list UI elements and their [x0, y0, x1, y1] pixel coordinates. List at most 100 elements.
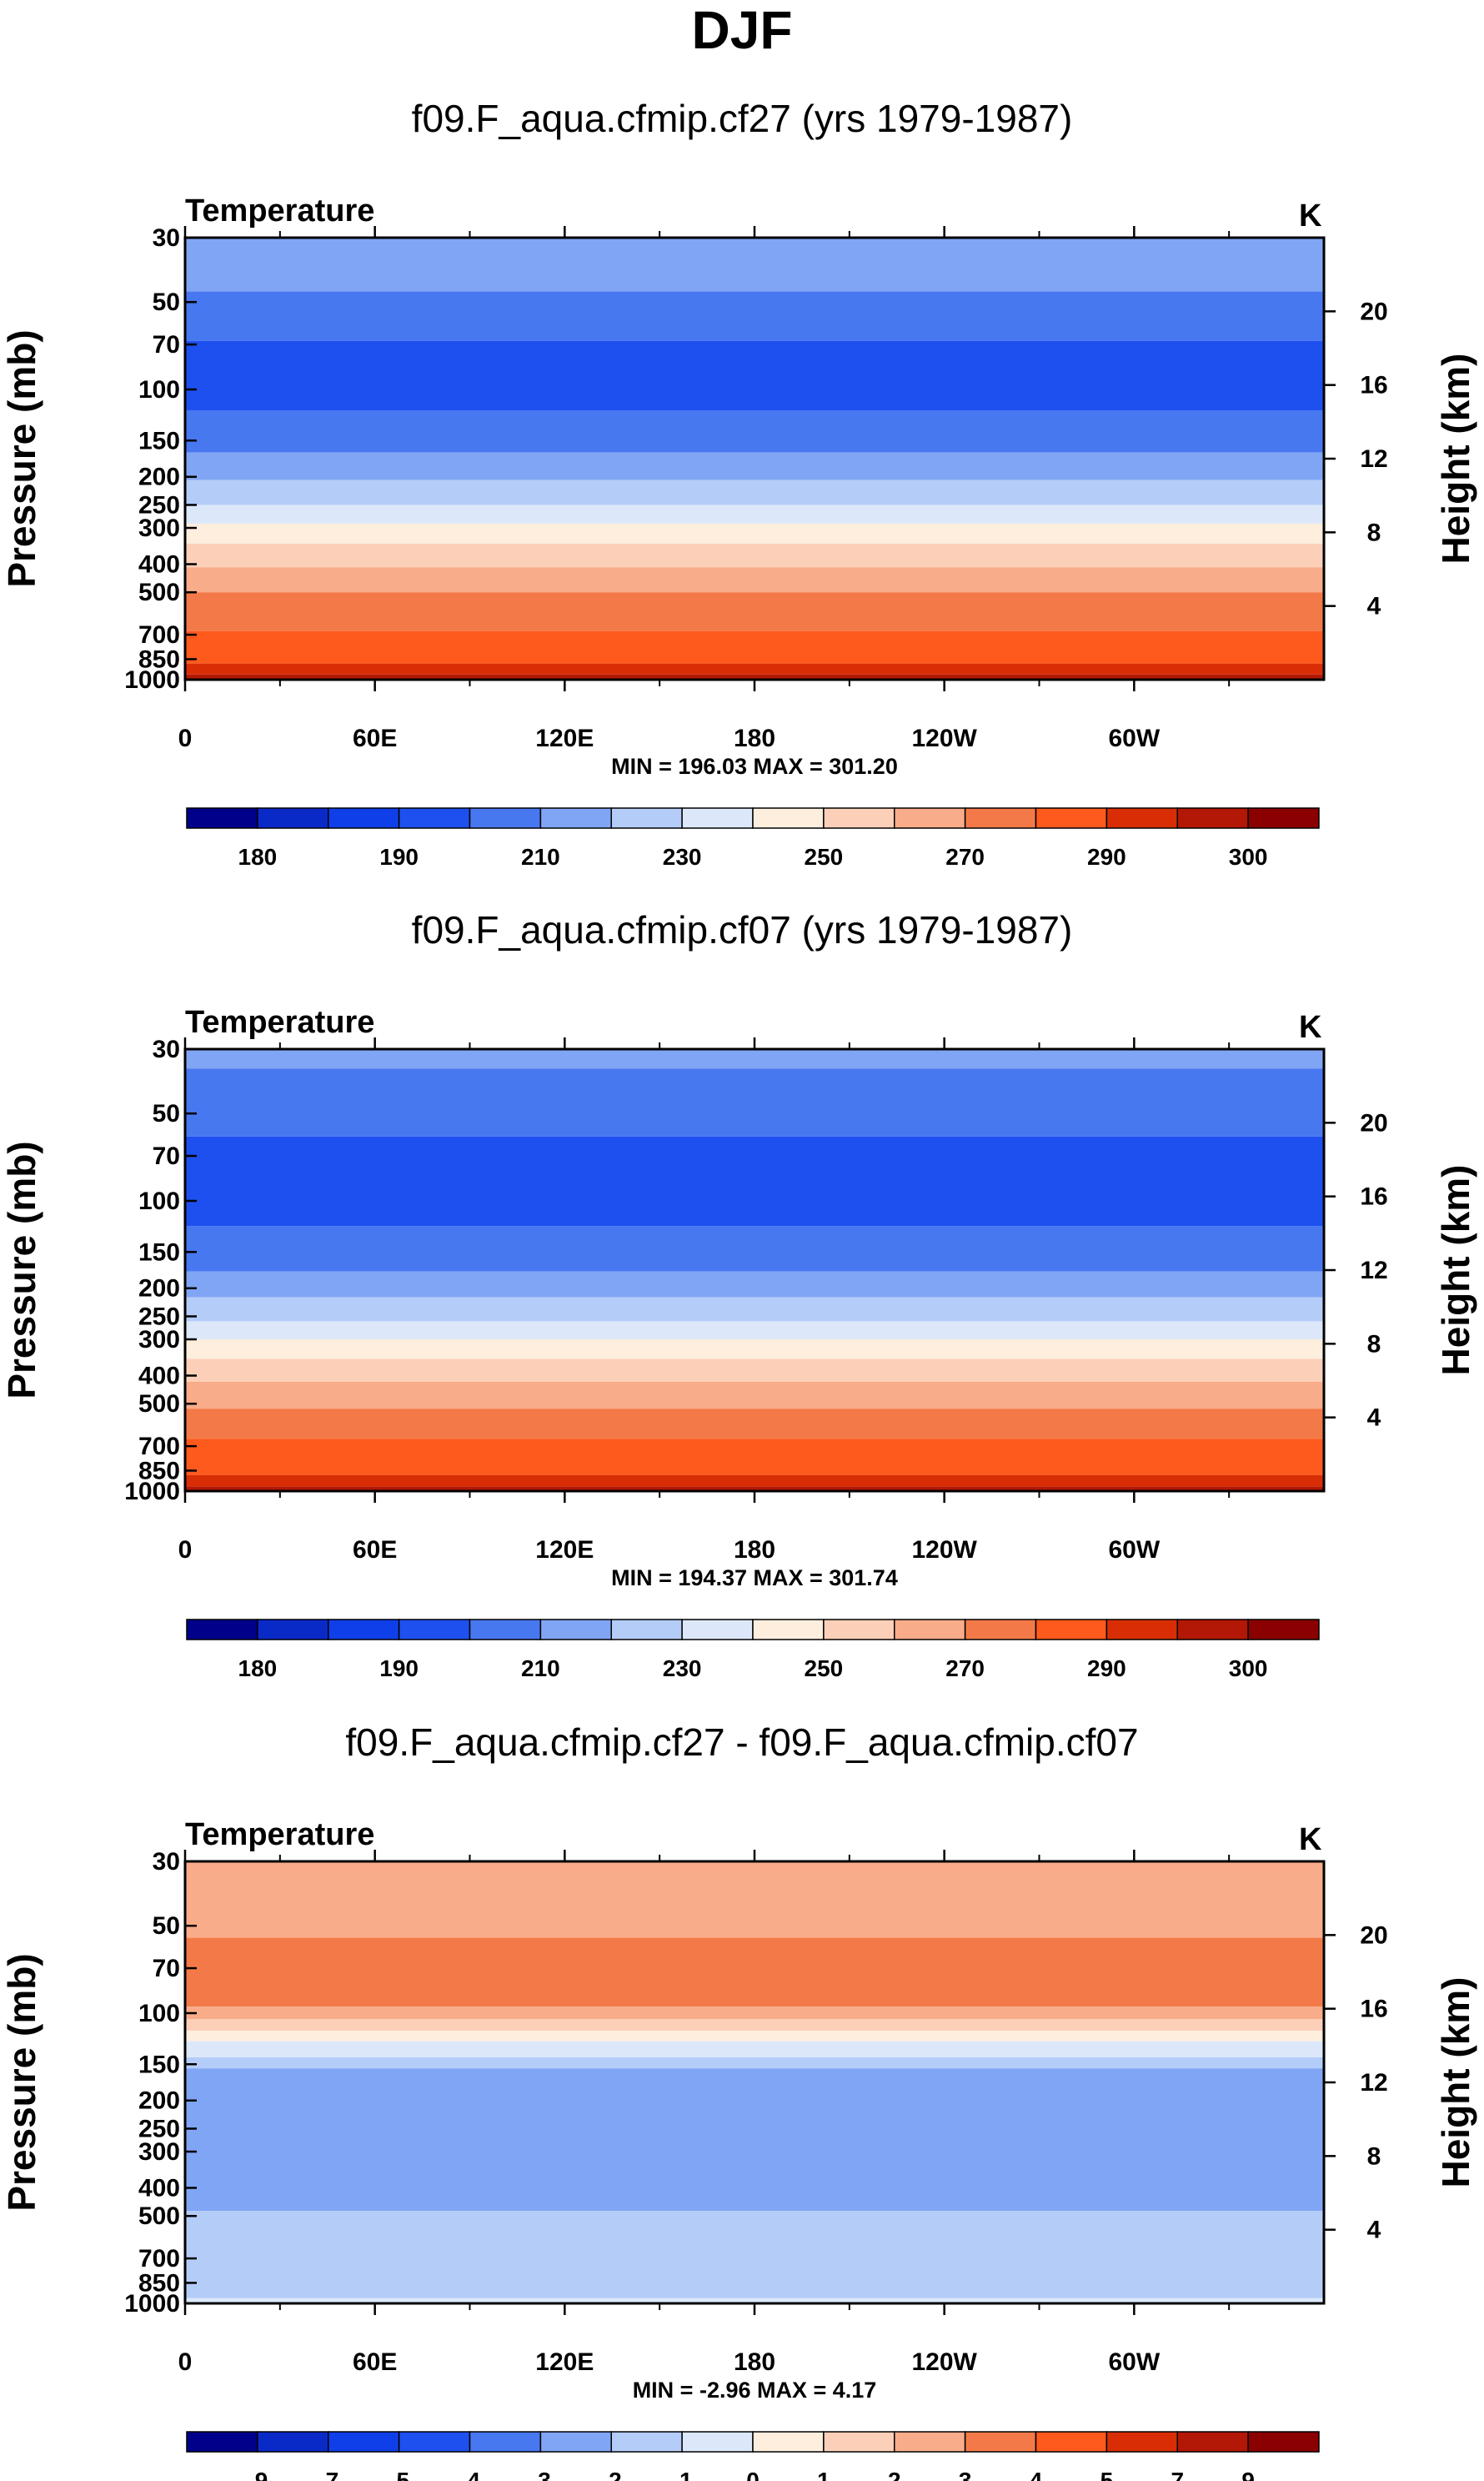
colorbar-label: 250 [805, 1655, 844, 1681]
y-tick-label: 700 [138, 1433, 180, 1460]
x-tick-label: 180 [734, 1536, 775, 1564]
colorbar-box [1105, 2431, 1178, 2453]
y2-tick-label: 8 [1367, 519, 1381, 546]
contour-band [185, 674, 1324, 680]
contour-band [185, 1068, 1324, 1137]
colorbar-label: 9 [1241, 2468, 1255, 2481]
y2-tick-label: 20 [1360, 1921, 1387, 1949]
y-tick-label: 70 [153, 331, 180, 359]
colorbar-label: 270 [945, 1655, 985, 1681]
y-axis-title: Pressure (mb) [0, 329, 43, 587]
x-tick-label: 0 [178, 2348, 193, 2376]
y-axis-title: Pressure (mb) [0, 1953, 43, 2211]
panel-title: f09.F_aqua.cfmip.cf27 (yrs 1979-1987) [412, 97, 1073, 140]
contour-band [185, 1136, 1324, 1227]
colorbar-label: 5 [1100, 2468, 1114, 2481]
colorbar-box [398, 1619, 471, 1640]
x-tick-label: 120E [535, 2348, 594, 2376]
x-tick-label: 120W [911, 725, 977, 752]
y2-tick-label: 20 [1360, 1109, 1387, 1137]
x-tick-label: 0 [178, 1536, 193, 1564]
y-tick-label: 150 [138, 1238, 180, 1266]
x-tick-label: 60W [1108, 1536, 1160, 1564]
colorbar-box [681, 1619, 754, 1640]
colorbar-label: 180 [238, 1655, 278, 1681]
y2-tick-label: 12 [1360, 445, 1387, 473]
contour-band [185, 2006, 1324, 2020]
colorbar-box [1176, 2431, 1249, 2453]
colorbar-label: 7 [1171, 2468, 1184, 2481]
colorbar-label: 0 [746, 2468, 760, 2481]
colorbar-box [1176, 807, 1249, 829]
contour-band [185, 1321, 1324, 1340]
units-label: K [1299, 1822, 1322, 1857]
contour-band [185, 2298, 1324, 2303]
x-tick-label: 0 [178, 725, 193, 752]
x-tick-label: 60E [353, 725, 397, 752]
colorbar-box [539, 807, 612, 829]
colorbar-box [469, 807, 542, 829]
contour-band [185, 1381, 1324, 1409]
y-tick-label: 200 [138, 2087, 180, 2115]
contour-band [185, 523, 1324, 544]
y-tick-label: 30 [153, 224, 180, 252]
y-tick-label: 500 [138, 1390, 180, 1418]
contour-band [185, 452, 1324, 480]
x-tick-label: 60W [1108, 725, 1160, 752]
colorbar-box [1247, 1619, 1320, 1640]
x-tick-label: 180 [734, 725, 775, 752]
colorbar-box [752, 1619, 825, 1640]
y2-tick-label: 12 [1360, 2069, 1387, 2097]
colorbar-label: 3 [959, 2468, 972, 2481]
y-tick-label: 150 [138, 2051, 180, 2078]
y2-tick-label: 12 [1360, 1257, 1387, 1284]
contour-band [185, 567, 1324, 593]
colorbar-label: 300 [1229, 844, 1268, 870]
colorbar-label: 180 [238, 844, 278, 870]
min-max-label: MIN = 194.37 MAX = 301.74 [611, 1565, 898, 1590]
contour-band [185, 1937, 1324, 2007]
contour-band [185, 1474, 1324, 1487]
colorbar: 180 190 210 230 250 270 290 300 [186, 1619, 1320, 1681]
colorbar-label: 230 [663, 844, 702, 870]
colorbar-box [964, 2431, 1037, 2453]
colorbar-box [894, 1619, 966, 1640]
colorbar-label: 230 [663, 1655, 702, 1681]
units-label: K [1299, 198, 1322, 234]
figure-title: DJF [692, 0, 793, 60]
colorbar-box [964, 807, 1037, 829]
min-max-label: MIN = -2.96 MAX = 4.17 [633, 2378, 877, 2403]
colorbar-box [1105, 1619, 1178, 1640]
y2-tick-label: 16 [1360, 372, 1387, 399]
y2-tick-label: 20 [1360, 298, 1387, 325]
contour-band [185, 505, 1324, 524]
y-axis-title: Pressure (mb) [0, 1141, 43, 1399]
colorbar-label: 1 [817, 2468, 830, 2481]
panel-1: f09.F_aqua.cfmip.cf27 (yrs 1979-1987) Tem… [0, 97, 1477, 870]
colorbar-label: 190 [379, 844, 419, 870]
colorbar-box [894, 807, 966, 829]
contour-band [185, 1339, 1324, 1359]
colorbar-box [610, 807, 683, 829]
colorbar-label: 210 [521, 1655, 560, 1681]
colorbar-box [398, 807, 471, 829]
y-tick-label: 850 [138, 645, 180, 673]
panel-title: f09.F_aqua.cfmip.cf27 - f09.F_aqua.cfmip… [345, 1720, 1138, 1764]
min-max-label: MIN = 196.03 MAX = 301.20 [611, 754, 898, 779]
y-tick-label: 400 [138, 2175, 180, 2202]
y-tick-label: 30 [153, 1036, 180, 1063]
colorbar-box [964, 1619, 1037, 1640]
colorbar-box [539, 2431, 612, 2453]
y-tick-label: 200 [138, 1275, 180, 1303]
contour-band [185, 1861, 1324, 1938]
y-tick-label: 850 [138, 1457, 180, 1484]
y-tick-label: 250 [138, 1303, 180, 1330]
contour-band [185, 238, 1324, 292]
contour-band [185, 409, 1324, 453]
colorbar-label: 2 [888, 2468, 901, 2481]
contour-band [185, 1271, 1324, 1298]
colorbar-box [1176, 1619, 1249, 1640]
colorbar-box [186, 807, 258, 829]
contour-band [185, 1049, 1324, 1069]
y-tick-label: 100 [138, 2000, 180, 2027]
